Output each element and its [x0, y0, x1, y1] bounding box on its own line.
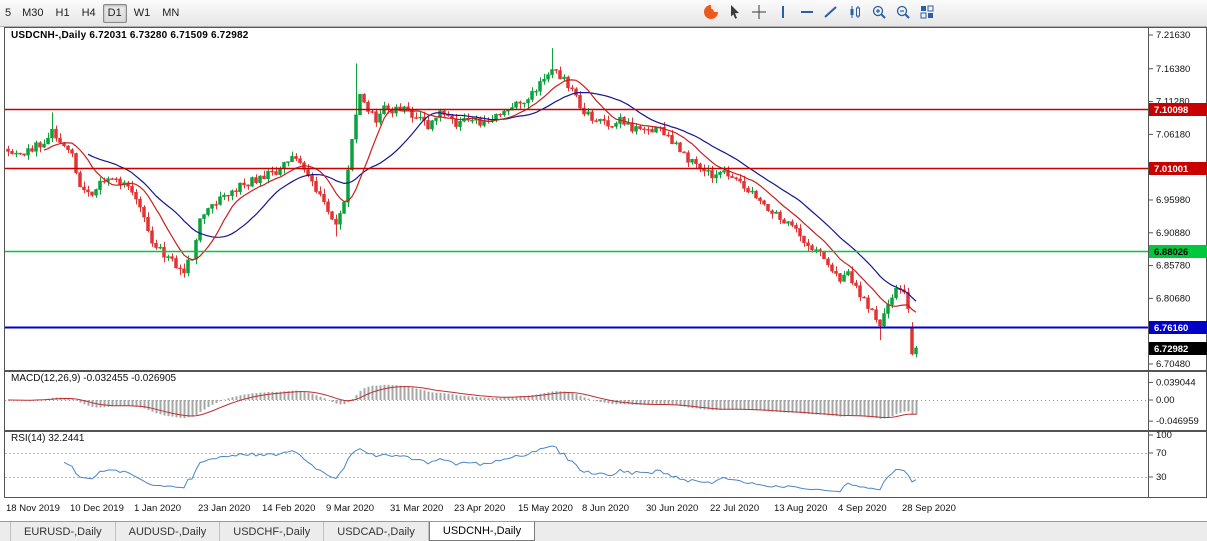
- time-axis-label: 30 Jun 2020: [646, 503, 699, 514]
- time-axis-label: 9 Mar 2020: [326, 503, 375, 514]
- timeframe-m5-button[interactable]: 5: [3, 4, 15, 23]
- macd-chart[interactable]: 0.039044 0.00 -0.046959: [4, 371, 1207, 431]
- rsi-axis-label: 100: [1156, 431, 1172, 441]
- time-axis-label: 18 Nov 2019: [6, 503, 60, 514]
- macd-panel: 0.039044 0.00 -0.046959 MACD(12,26,9) -0.0…: [4, 371, 1207, 431]
- macd-axis-label: -0.046959: [1156, 416, 1199, 427]
- price-axis-label: 6.85780: [1156, 261, 1190, 272]
- support-level-2-badge: 6.76160: [1149, 321, 1207, 334]
- svg-text:6.76160: 6.76160: [1154, 323, 1188, 334]
- macd-label: MACD(12,26,9) -0.032455 -0.026905: [11, 373, 177, 384]
- time-axis-label: 13 Aug 2020: [774, 503, 828, 514]
- timeframe-toolbar: 5 M30 H1 H4 D1 W1 MN: [0, 0, 185, 26]
- tab-eurusd-daily[interactable]: EURUSD-,Daily: [10, 522, 116, 541]
- mql-community-icon[interactable]: [702, 3, 719, 20]
- ma-fast-line: [43, 79, 917, 313]
- trendline-icon[interactable]: [822, 3, 839, 20]
- time-axis-label: 15 May 2020: [518, 503, 573, 514]
- macd-signal-line: [8, 386, 917, 418]
- time-axis-label: 8 Jun 2020: [582, 503, 630, 514]
- price-axis-label: 6.95980: [1156, 195, 1190, 206]
- support-level-1-badge: 6.88026: [1149, 245, 1207, 258]
- timeframe-h4-button[interactable]: H4: [77, 4, 101, 23]
- crosshair-icon[interactable]: [750, 3, 767, 20]
- timeframe-m30-button[interactable]: M30: [17, 4, 48, 23]
- tab-usdcnh-daily[interactable]: USDCNH-,Daily: [428, 522, 536, 541]
- time-axis-label: 28 Sep 2020: [902, 503, 956, 514]
- timeframe-mn-button[interactable]: MN: [157, 4, 184, 23]
- svg-text:6.72982: 6.72982: [1154, 344, 1188, 355]
- macd-axis-label: 0.039044: [1156, 377, 1196, 388]
- current-price-badge: 6.72982: [1149, 342, 1207, 355]
- timeframe-d1-button[interactable]: D1: [102, 3, 127, 23]
- price-axis-label: 7.11280: [1156, 97, 1190, 108]
- time-axis-label: 4 Sep 2020: [838, 503, 887, 514]
- time-axis[interactable]: 18 Nov 2019 10 Dec 2019 1 Jan 2020 23 Ja…: [4, 498, 1207, 521]
- tab-usdchf-daily[interactable]: USDCHF-,Daily: [220, 522, 325, 541]
- top-toolbar: 5 M30 H1 H4 D1 W1 MN: [0, 0, 1207, 27]
- price-chart-panel: 7.216307.163807.112807.061807.010806.959…: [4, 27, 1207, 371]
- time-axis-label: 14 Feb 2020: [262, 503, 316, 514]
- price-axis-label: 6.70480: [1156, 359, 1190, 370]
- rsi-border: [4, 431, 1207, 498]
- tile-windows-icon[interactable]: [918, 3, 935, 20]
- price-axis-label: 7.06180: [1156, 129, 1190, 140]
- vertical-line-icon[interactable]: [774, 3, 791, 20]
- time-axis-label: 23 Jan 2020: [198, 503, 251, 514]
- resistance-level-1-badge: 7.10098: [1149, 103, 1207, 116]
- chart-tools-toolbar: [702, 3, 935, 20]
- svg-text:7.10098: 7.10098: [1154, 105, 1188, 116]
- timeframe-w1-button[interactable]: W1: [129, 4, 156, 23]
- zoom-out-icon[interactable]: [894, 3, 911, 20]
- rsi-line: [63, 445, 917, 493]
- time-axis-label: 22 Jul 2020: [710, 503, 760, 514]
- svg-text:6.88026: 6.88026: [1154, 247, 1188, 258]
- price-axis-label: 6.90880: [1156, 228, 1190, 239]
- chart-tab-bar: EURUSD-,Daily AUDUSD-,Daily USDCHF-,Dail…: [0, 521, 1207, 541]
- zoom-in-icon[interactable]: [870, 3, 887, 20]
- cursor-icon[interactable]: [726, 3, 743, 20]
- chart-title: USDCNH-,Daily 6.72031 6.73280 6.71509 6.…: [11, 30, 249, 41]
- horizontal-line-icon[interactable]: [798, 3, 815, 20]
- price-axis-label: 7.16380: [1156, 64, 1190, 75]
- time-axis-label: 1 Jan 2020: [134, 503, 182, 514]
- rsi-axis-label: 30: [1156, 472, 1167, 483]
- tab-usdcad-daily[interactable]: USDCAD-,Daily: [324, 522, 429, 541]
- tab-audusd-daily[interactable]: AUDUSD-,Daily: [116, 522, 221, 541]
- time-axis-label: 10 Dec 2019: [70, 503, 124, 514]
- macd-axis-label: 0.00: [1156, 395, 1175, 406]
- svg-text:7.01001: 7.01001: [1154, 164, 1189, 175]
- chart-border: [4, 27, 1207, 371]
- price-chart[interactable]: 7.216307.163807.112807.061807.010806.959…: [4, 27, 1207, 371]
- timeframe-h1-button[interactable]: H1: [51, 4, 75, 23]
- time-axis-label: 31 Mar 2020: [390, 503, 444, 514]
- time-axis-label: 23 Apr 2020: [454, 503, 506, 514]
- rsi-chart[interactable]: 100 70 30: [4, 431, 1207, 498]
- price-axis-label: 6.80680: [1156, 293, 1190, 304]
- price-axis-label: 7.21630: [1156, 30, 1190, 41]
- resistance-level-2-badge: 7.01001: [1149, 162, 1207, 175]
- rsi-label: RSI(14) 32.2441: [11, 433, 85, 444]
- candlestick-chart-icon[interactable]: [846, 3, 863, 20]
- rsi-axis-label: 70: [1156, 448, 1167, 459]
- rsi-panel: 100 70 30 RSI(14) 32.2441: [4, 431, 1207, 498]
